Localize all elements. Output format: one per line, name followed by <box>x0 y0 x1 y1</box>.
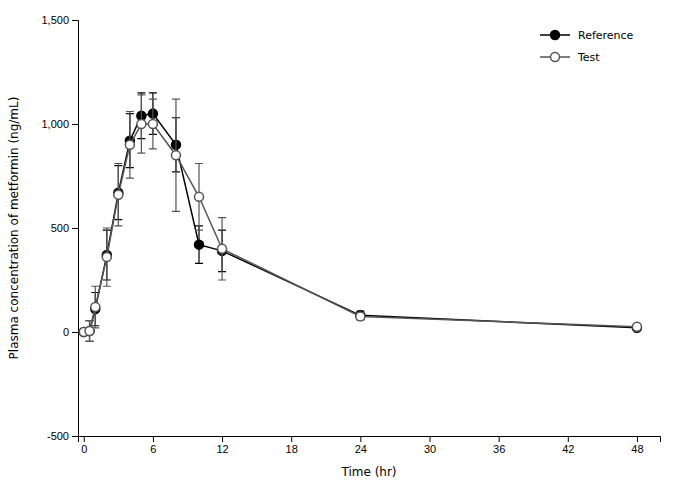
tick: 0 <box>63 326 78 338</box>
legend-item: Reference <box>540 29 634 42</box>
error-bar <box>172 99 180 211</box>
point <box>195 192 204 201</box>
error-bar <box>103 228 111 286</box>
error-bar <box>126 112 134 179</box>
tick-label: 1,500 <box>41 14 69 26</box>
tick: 18 <box>286 436 298 455</box>
tick-label: 1,000 <box>41 118 69 130</box>
tick: 42 <box>562 436 574 455</box>
axis-line <box>79 437 661 443</box>
tick: -500 <box>47 430 78 442</box>
line <box>84 114 637 332</box>
tick: 6 <box>150 436 156 455</box>
tick-label: 6 <box>150 443 156 455</box>
tick-mark <box>222 436 223 442</box>
tick-label: 0 <box>63 326 69 338</box>
tick-mark <box>72 228 78 229</box>
marks <box>79 93 641 342</box>
tick-mark <box>72 332 78 333</box>
tick: 12 <box>216 436 228 455</box>
point <box>356 312 365 321</box>
tick-mark <box>291 436 292 442</box>
tick: 1,000 <box>41 118 78 130</box>
tick-mark <box>430 436 431 442</box>
tick-mark <box>72 124 78 125</box>
tick-mark <box>637 436 638 442</box>
tick-label: 0 <box>81 443 87 455</box>
tick: 500 <box>51 222 78 234</box>
point <box>125 140 134 149</box>
tick: 30 <box>424 436 436 455</box>
tick-label: 500 <box>51 222 69 234</box>
tick-mark <box>360 436 361 442</box>
point <box>102 253 111 262</box>
tick-label: 42 <box>562 443 574 455</box>
tick: 36 <box>493 436 505 455</box>
series <box>79 93 641 342</box>
point <box>218 244 227 253</box>
axis-line <box>72 21 79 437</box>
x-axis: 0 6 12 18 24 30 36 42 48 <box>79 436 661 455</box>
error-bar <box>137 95 145 153</box>
error-bar <box>86 321 94 342</box>
tick-mark <box>84 436 85 442</box>
legend-swatch-marker <box>551 31 560 40</box>
point <box>85 326 94 335</box>
point <box>195 240 204 249</box>
error-bar <box>114 164 122 226</box>
tick-label: 30 <box>424 443 436 455</box>
tick-label: 36 <box>493 443 505 455</box>
chart: 0 6 12 18 24 30 36 42 48 -500 0 500 1,000 1,500 Refere… <box>0 0 684 488</box>
point <box>85 326 94 335</box>
error-bar <box>356 313 364 320</box>
tick-label: 18 <box>286 443 298 455</box>
error-bar <box>149 99 157 149</box>
tick-label: 12 <box>216 443 228 455</box>
tick: 0 <box>81 436 87 455</box>
point <box>148 120 157 129</box>
legend-label: Test <box>577 51 600 64</box>
tick-mark <box>568 436 569 442</box>
plot: 0 6 12 18 24 30 36 42 48 -500 0 500 1,000 1,500 Refere… <box>41 14 660 455</box>
tick-label: 24 <box>355 443 367 455</box>
legend-label: Reference <box>578 29 634 42</box>
point <box>171 151 180 160</box>
tick: 48 <box>631 436 643 455</box>
tick: 1,500 <box>41 14 78 26</box>
point <box>91 303 100 312</box>
x-axis-title: Time (hr) <box>340 465 396 479</box>
tick-label: 48 <box>631 443 643 455</box>
series <box>79 95 641 341</box>
y-axis-title: Plasma concentration of metformin (ng/mL… <box>7 97 21 360</box>
point <box>137 120 146 129</box>
tick-label: -500 <box>47 430 69 442</box>
legend: Reference Test <box>540 29 634 64</box>
point <box>114 190 123 199</box>
tick-mark <box>499 436 500 442</box>
y-axis: -500 0 500 1,000 1,500 <box>41 14 78 442</box>
tick-mark <box>153 436 154 442</box>
legend-item: Test <box>540 51 600 64</box>
line <box>84 124 637 332</box>
legend-swatch-marker <box>551 53 560 62</box>
error-bar <box>86 321 94 342</box>
error-bar <box>218 218 226 280</box>
point <box>632 322 641 331</box>
tick-mark <box>72 436 78 437</box>
tick-mark <box>72 20 78 21</box>
tick: 24 <box>355 436 367 455</box>
error-bar <box>195 164 203 231</box>
